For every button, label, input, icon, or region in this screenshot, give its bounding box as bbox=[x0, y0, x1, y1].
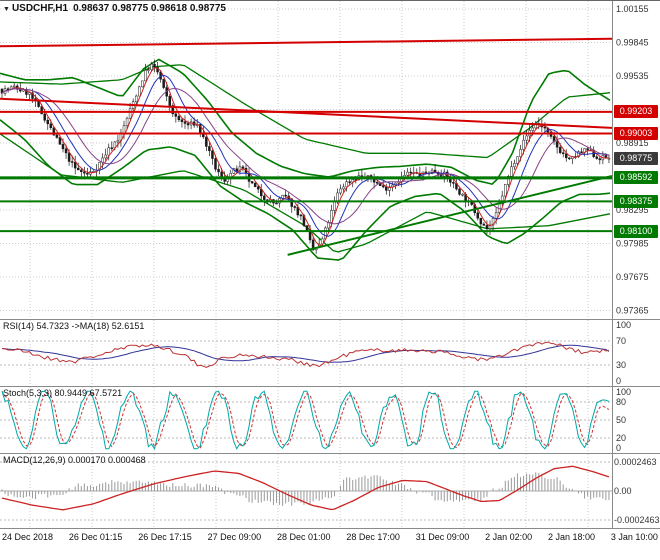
price-level-badge: 0.99003 bbox=[614, 126, 658, 140]
macd-histogram bbox=[1, 472, 610, 506]
main-price-plot[interactable]: 1.00155 0.99845 0.99535 0.98915 0.98295 0.979… bbox=[0, 1, 660, 319]
time-axis-label: 3 Jan 10:00 bbox=[610, 532, 658, 542]
stoch-axis-label: 50 bbox=[616, 415, 626, 425]
rsi-lines bbox=[1, 341, 610, 369]
chart-header: ▼ USDCHF,H1 0.98637 0.98775 0.98618 0.9877… bbox=[3, 3, 226, 14]
rsi-plot[interactable]: 100 70 30 0 bbox=[0, 320, 660, 386]
price-axis-label: 0.97365 bbox=[616, 306, 649, 316]
price-axis-label: 0.98295 bbox=[616, 205, 649, 215]
bollinger-bands bbox=[0, 58, 611, 261]
rsi-axis-label: 30 bbox=[616, 360, 626, 370]
rsi-axis-label: 100 bbox=[616, 320, 631, 330]
trend-and-level-lines bbox=[0, 37, 613, 256]
rsi-label: RSI(14) 54.7323 ->MA(18) 52.6151 bbox=[3, 321, 145, 331]
time-axis-label: 26 Dec 17:15 bbox=[138, 532, 192, 542]
stoch-axis-label: 80 bbox=[616, 397, 626, 407]
macd-axis-label: 0.0002463 bbox=[614, 457, 657, 467]
main-price-axis: 1.00155 0.99845 0.99535 0.98915 0.98295 0.979… bbox=[612, 1, 649, 319]
main-chart-panel[interactable]: 1.00155 0.99845 0.99535 0.98915 0.98295 0.979… bbox=[0, 1, 660, 320]
rsi-axis: 100 70 30 0 bbox=[612, 320, 631, 386]
macd-axis: 0.0002463 0.00 -0.0002463 bbox=[612, 454, 660, 528]
symbol-dropdown-icon[interactable]: ▼ bbox=[3, 6, 10, 13]
price-axis-label: 0.98915 bbox=[616, 138, 649, 148]
stochastic-indicator-panel[interactable]: 100 80 50 20 0 Stoch(5,3,3) 80.9449 67.5721 bbox=[0, 387, 660, 454]
price-level-badge: 0.98375 bbox=[614, 194, 658, 208]
macd-axis-label: 0.00 bbox=[614, 486, 632, 496]
time-axis-label: 28 Dec 17:00 bbox=[346, 532, 400, 542]
stoch-lines bbox=[1, 390, 610, 451]
stochastic-label: Stoch(5,3,3) 80.9449 67.5721 bbox=[3, 388, 123, 398]
macd-label: MACD(12,26,9) 0.000170 0.000468 bbox=[3, 455, 146, 465]
macd-signal-line bbox=[1, 465, 610, 511]
symbol-timeframe-label: USDCHF,H1 bbox=[11, 3, 69, 14]
price-axis-label: 1.00155 bbox=[616, 4, 649, 14]
macd-plot[interactable]: 0.0002463 0.00 -0.0002463 bbox=[0, 454, 660, 528]
price-axis-label: 0.99535 bbox=[616, 71, 649, 81]
time-axis: 24 Dec 2018 26 Dec 01:15 26 Dec 17:15 27 De… bbox=[0, 529, 660, 559]
macd-indicator-panel[interactable]: 0.0002463 0.00 -0.0002463 MACD(12,26,9) 0.… bbox=[0, 454, 660, 529]
stoch-axis-label: 20 bbox=[616, 433, 626, 443]
macd-gridlines bbox=[0, 454, 612, 528]
rsi-indicator-panel[interactable]: 100 70 30 0 RSI(14) 54.7323 ->MA(18) 52.615… bbox=[0, 320, 660, 387]
price-level-badge: 0.98592 bbox=[614, 171, 658, 185]
time-axis-label: 28 Dec 01:00 bbox=[277, 532, 331, 542]
stoch-axis-label: 100 bbox=[616, 387, 631, 397]
stoch-axis-label: 0 bbox=[616, 443, 621, 453]
price-level-badge: 0.98100 bbox=[614, 224, 658, 238]
price-axis-label: 0.99845 bbox=[616, 38, 649, 48]
time-axis-label: 24 Dec 2018 bbox=[2, 532, 54, 542]
time-axis-label: 2 Jan 18:00 bbox=[548, 532, 596, 542]
macd-axis-label: -0.0002463 bbox=[614, 515, 660, 525]
time-axis-label: 31 Dec 09:00 bbox=[415, 532, 470, 542]
ohlc-values: 0.98637 0.98775 0.98618 0.98775 bbox=[73, 3, 226, 14]
time-axis-label: 26 Dec 01:15 bbox=[68, 532, 123, 542]
price-level-badge: 0.98775 bbox=[614, 151, 658, 165]
rsi-axis-label: 70 bbox=[616, 336, 626, 346]
rsi-axis-label: 0 bbox=[616, 376, 621, 386]
price-level-badge: 0.99203 bbox=[614, 105, 658, 119]
moving-averages bbox=[1, 67, 610, 246]
stoch-gridlines bbox=[0, 387, 612, 453]
time-axis-label: 27 Dec 09:00 bbox=[207, 532, 262, 542]
time-axis-label: 2 Jan 02:00 bbox=[485, 532, 533, 542]
price-axis-label: 0.97675 bbox=[616, 272, 649, 282]
price-axis-label: 0.97985 bbox=[616, 239, 649, 249]
